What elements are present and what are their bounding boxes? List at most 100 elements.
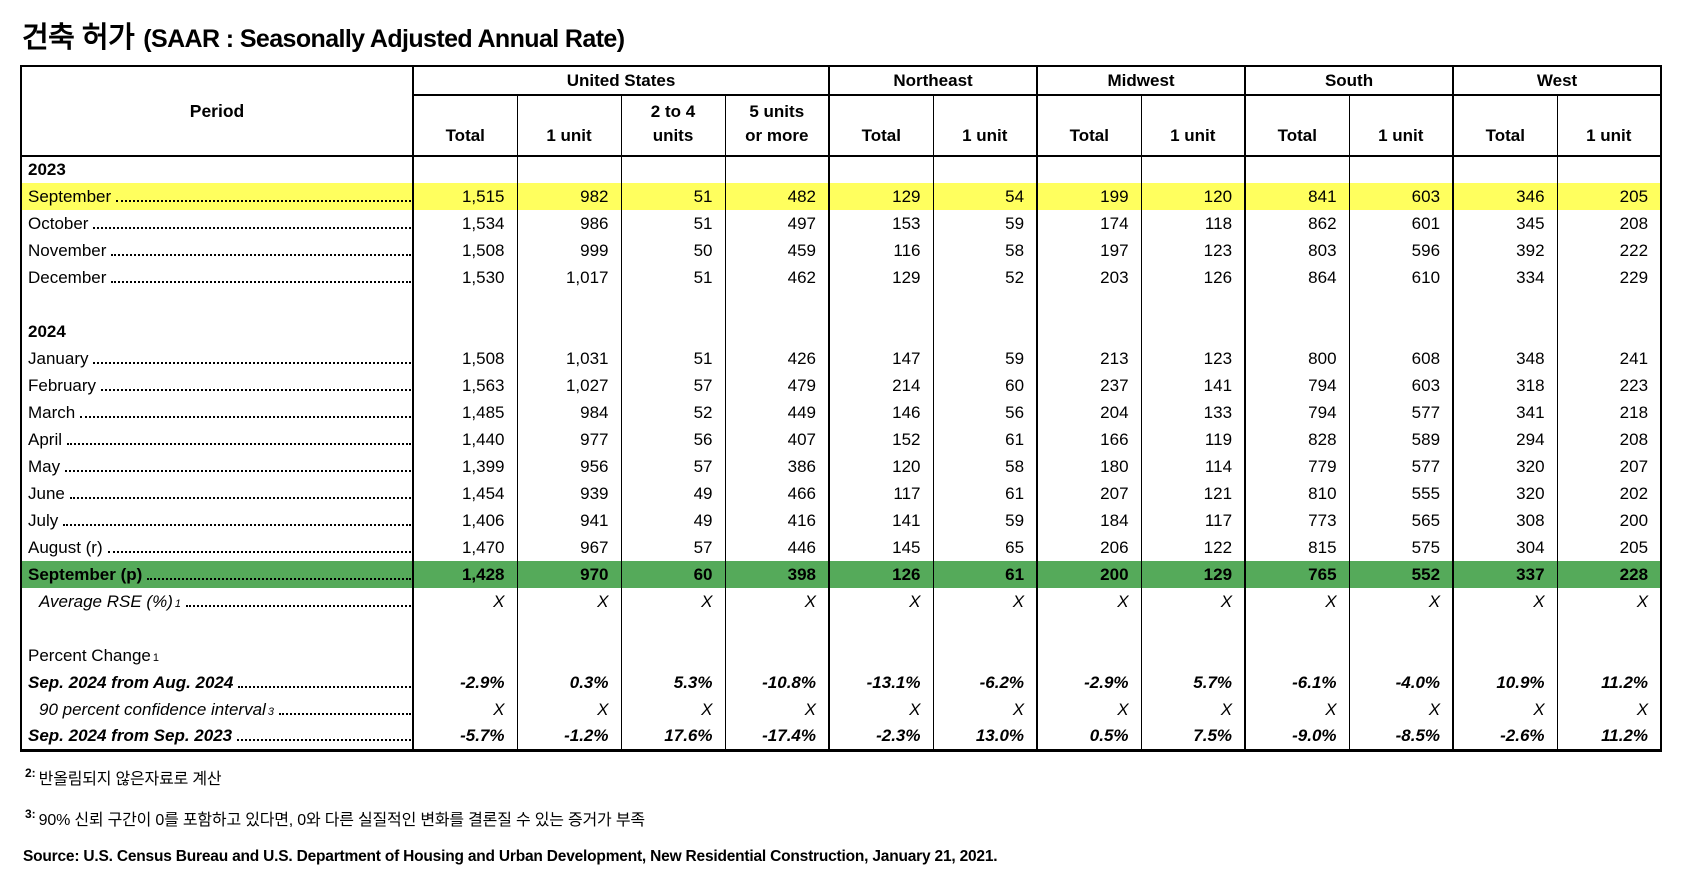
value-cell: 466	[724, 480, 830, 507]
value-cell: 54	[932, 183, 1038, 210]
dot-leader	[111, 253, 411, 256]
value-cell: 977	[516, 426, 621, 453]
value-cell: 60	[620, 561, 725, 588]
value-cell	[516, 318, 621, 345]
row-label: December	[21, 264, 413, 291]
subheader-mw-1unit: 1 unit	[1140, 95, 1246, 157]
subheader-us-2to4: 2 to 4 units	[620, 95, 725, 157]
value-cell: X	[1452, 696, 1558, 723]
value-cell	[724, 615, 830, 642]
value-cell: 121	[1140, 480, 1246, 507]
value-cell: X	[1036, 588, 1142, 615]
table-row: January 1,508 1,031 51 426 147 59 213 123 800 608 3…	[21, 345, 1662, 372]
value-cell: 5.7%	[1140, 669, 1246, 696]
building-permits-table: Period United States Northeast Midwest S…	[20, 65, 1663, 752]
value-cell	[1036, 615, 1142, 642]
row-label: November	[21, 237, 413, 264]
value-cell: 203	[1036, 264, 1142, 291]
value-cell	[932, 318, 1038, 345]
value-cell: 13.0%	[932, 723, 1038, 750]
footnote-2-text: 반올림되지 않은자료로 계산	[38, 770, 222, 788]
value-cell: X	[1556, 696, 1662, 723]
value-cell	[620, 318, 725, 345]
value-cell: X	[828, 588, 934, 615]
value-cell: 304	[1452, 534, 1558, 561]
dot-leader	[80, 415, 411, 418]
value-cell	[1452, 291, 1558, 318]
value-cell	[932, 291, 1038, 318]
value-cell: 765	[1244, 561, 1350, 588]
value-cell: 117	[828, 480, 934, 507]
value-cell: -13.1%	[828, 669, 934, 696]
value-cell: -2.3%	[828, 723, 934, 750]
value-cell: 794	[1244, 372, 1350, 399]
value-cell: 970	[516, 561, 621, 588]
value-cell: 318	[1452, 372, 1558, 399]
value-cell: 864	[1244, 264, 1350, 291]
value-cell: 50	[620, 237, 725, 264]
value-cell: 52	[620, 399, 725, 426]
value-cell: X	[620, 588, 725, 615]
dot-leader	[147, 577, 411, 580]
value-cell	[1348, 642, 1454, 669]
value-cell: 0.5%	[1036, 723, 1142, 750]
row-label: 2024	[28, 321, 66, 341]
value-cell	[1348, 291, 1454, 318]
table-row: March 1,485 984 52 449 146 56 204 133 794 577 341 21…	[21, 399, 1662, 426]
value-cell	[412, 318, 517, 345]
value-cell: 815	[1244, 534, 1350, 561]
dot-leader	[93, 361, 411, 364]
row-label: March	[21, 399, 413, 426]
row-label: September (p)	[21, 561, 413, 588]
row-label: August (r)	[21, 534, 413, 561]
value-cell: 205	[1556, 183, 1662, 210]
value-cell: 1,508	[412, 345, 517, 372]
value-cell: X	[516, 588, 621, 615]
value-cell: 794	[1244, 399, 1350, 426]
value-cell: -10.8%	[724, 669, 830, 696]
table-row: February 1,563 1,027 57 479 214 60 237 141 794 603…	[21, 372, 1662, 399]
value-cell: 152	[828, 426, 934, 453]
value-cell: 828	[1244, 426, 1350, 453]
title-korean: 건축 허가	[22, 22, 135, 54]
value-cell	[1556, 642, 1662, 669]
value-cell: -9.0%	[1244, 723, 1350, 750]
value-cell: 577	[1348, 399, 1454, 426]
value-cell: 241	[1556, 345, 1662, 372]
value-cell: -8.5%	[1348, 723, 1454, 750]
row-label: October	[21, 210, 413, 237]
source-line: Source: U.S. Census Bureau and U.S. Depa…	[23, 847, 998, 865]
value-cell: 956	[516, 453, 621, 480]
row-label: February	[21, 372, 413, 399]
value-cell	[516, 156, 621, 183]
value-cell	[724, 318, 830, 345]
value-cell: 129	[828, 264, 934, 291]
value-cell	[1452, 156, 1558, 183]
table-row: July 1,406 941 49 416 141 59 184 117 773 565 308 200	[21, 507, 1662, 534]
period-column-header: Period	[21, 66, 413, 157]
value-cell: 1,031	[516, 345, 621, 372]
value-cell: X	[932, 588, 1038, 615]
value-cell: 49	[620, 480, 725, 507]
value-cell: 610	[1348, 264, 1454, 291]
value-cell: 1,428	[412, 561, 517, 588]
subheader-us-1unit: 1 unit	[516, 95, 621, 157]
value-cell: -4.0%	[1348, 669, 1454, 696]
value-cell: 229	[1556, 264, 1662, 291]
row-label: January	[21, 345, 413, 372]
value-cell	[1244, 291, 1350, 318]
value-cell: 348	[1452, 345, 1558, 372]
table-group-header-row: Period United States Northeast Midwest S…	[21, 66, 1662, 157]
value-cell: 779	[1244, 453, 1350, 480]
value-cell: 61	[932, 480, 1038, 507]
value-cell: 939	[516, 480, 621, 507]
value-cell: 1,534	[412, 210, 517, 237]
row-label: Average RSE (%) 1	[21, 588, 413, 615]
footnote-2: 2: 반올림되지 않은자료로 계산	[23, 765, 1662, 789]
table-row: Sep. 2024 from Sep. 2023 -5.7% -1.2% 17.6% -…	[21, 723, 1662, 750]
value-cell: 1,017	[516, 264, 621, 291]
value-cell: 49	[620, 507, 725, 534]
value-cell	[828, 615, 934, 642]
value-cell: 208	[1556, 426, 1662, 453]
value-cell: 133	[1140, 399, 1246, 426]
